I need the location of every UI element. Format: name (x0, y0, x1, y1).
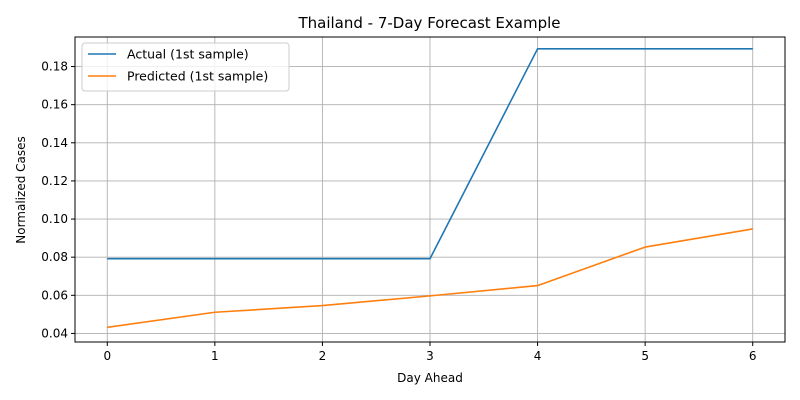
series-layer (107, 48, 753, 329)
y-tick-label: 0.06 (41, 288, 68, 302)
y-tick-label: 0.12 (41, 174, 68, 188)
chart-title: Thailand - 7-Day Forecast Example (297, 14, 560, 32)
x-tick-label: 0 (103, 349, 111, 363)
grid-lines (75, 37, 785, 342)
x-axis: 0 1 2 3 4 5 6 (103, 342, 757, 363)
y-tick-label: 0.10 (41, 212, 68, 226)
legend: Actual (1st sample) Predicted (1st sample… (81, 42, 290, 92)
x-tick-label: 5 (641, 349, 649, 363)
legend-label: Actual (1st sample) (127, 47, 249, 62)
y-tick-label: 0.18 (41, 60, 68, 74)
series-line-predicted (107, 228, 753, 329)
legend-label: Predicted (1st sample) (127, 69, 268, 84)
y-tick-label: 0.16 (41, 98, 68, 112)
x-tick-label: 3 (426, 349, 434, 363)
x-tick-label: 6 (749, 349, 757, 363)
y-tick-label: 0.08 (41, 250, 68, 264)
y-tick-label: 0.04 (41, 326, 68, 340)
legend-box (81, 42, 290, 92)
x-tick-label: 1 (211, 349, 219, 363)
y-tick-label: 0.14 (41, 136, 68, 150)
x-axis-label: Day Ahead (397, 371, 463, 385)
y-axis: 0.04 0.06 0.08 0.10 0.12 0.14 0.16 0.18 (41, 60, 75, 340)
y-axis-label: Normalized Cases (14, 136, 28, 243)
x-tick-label: 2 (319, 349, 327, 363)
x-tick-label: 4 (534, 349, 542, 363)
series-line-actual (107, 48, 753, 260)
